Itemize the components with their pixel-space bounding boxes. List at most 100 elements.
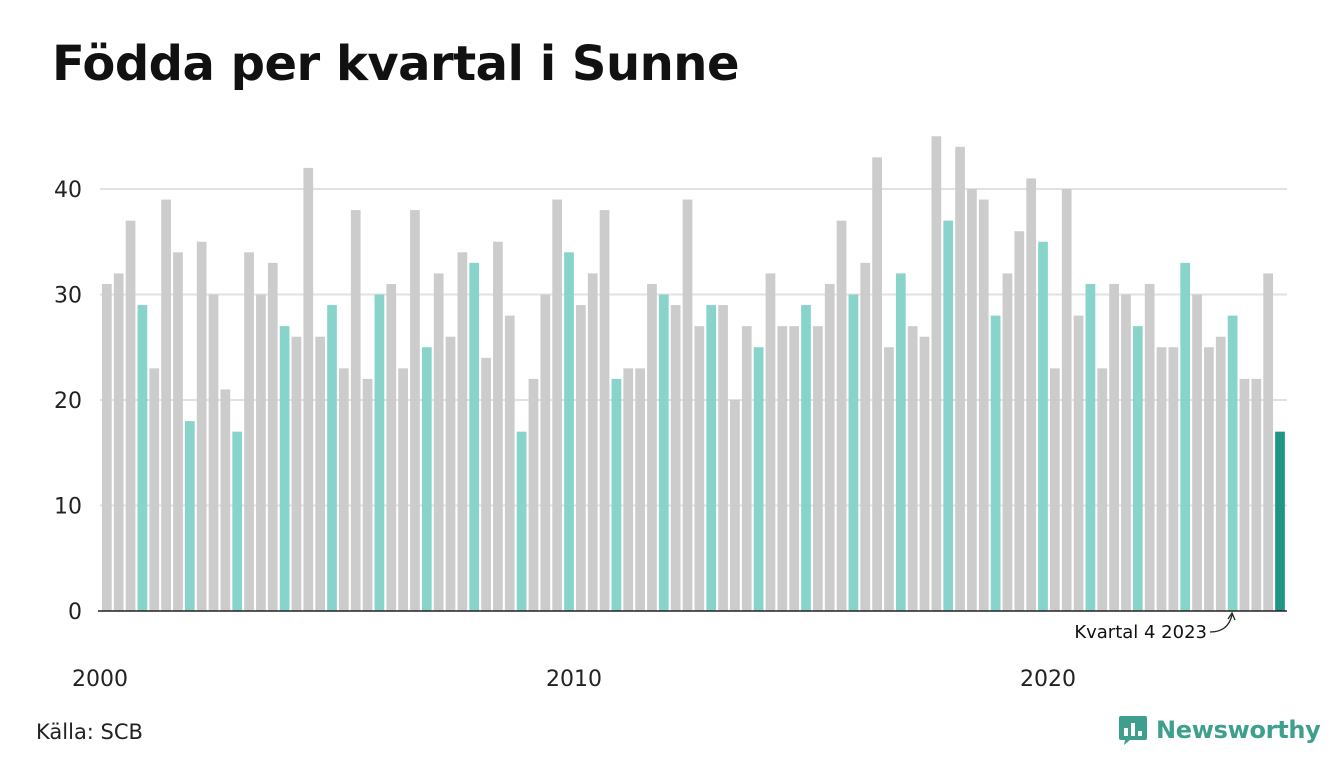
x-tick-label: 2000 [72,667,128,692]
bars [102,136,1285,612]
bar [753,347,764,611]
x-tick-label: 2020 [1020,667,1076,692]
bar [410,210,420,611]
bar [670,305,681,611]
bar [481,357,491,611]
brand-logo: Newsworthy [1118,714,1321,746]
bar [967,189,977,611]
bar [682,199,693,612]
bar [528,378,539,611]
bar [362,378,373,611]
bar [647,283,657,611]
bar [623,368,634,611]
bar [184,421,195,611]
bar [374,294,385,611]
bar [244,252,254,612]
x-tick-label: 2010 [546,667,602,692]
bar [587,273,598,611]
bar [694,326,705,611]
bar [1251,378,1262,611]
bar [173,252,183,612]
annotation-arrow [1209,614,1233,633]
bar [789,326,800,611]
bar [635,368,645,611]
bar [1073,315,1084,611]
bar [1180,262,1191,611]
bar [1215,336,1226,611]
y-tick-label: 40 [54,178,82,203]
bar [339,368,349,611]
bar [706,305,717,611]
bar [457,252,468,612]
y-axis: 0 10 20 30 40 [54,178,82,625]
bar [232,431,243,611]
bar [1038,241,1048,611]
bar [801,305,811,611]
bar [813,326,823,611]
bar [1144,283,1155,611]
x-axis: 2000 2010 2020 [72,610,1287,692]
bar [1097,368,1108,611]
bar [137,305,148,611]
bar [493,241,503,611]
bar [765,273,776,611]
bar [433,273,444,611]
bar [824,283,835,611]
bar [990,315,1001,611]
bar [445,336,456,611]
brand-name: Newsworthy [1156,716,1321,744]
bar [279,326,290,611]
bar [1121,294,1131,611]
bar [516,431,527,611]
bar [931,136,942,611]
bar [599,210,610,611]
y-tick-label: 30 [54,284,82,309]
bar [1156,347,1167,611]
bar [1109,283,1119,611]
bar [161,199,171,612]
bar [718,305,728,611]
y-tick-label: 20 [54,389,82,414]
newsworthy-logo-icon [1119,716,1147,745]
bar [836,220,847,611]
bar [1239,378,1250,611]
bar [350,210,361,611]
bar [256,294,266,611]
bar [1085,283,1096,611]
bar [1192,294,1202,611]
bar [267,262,278,611]
bar [611,378,622,611]
bar [540,294,551,611]
bar [1026,178,1037,611]
bar [1061,189,1072,611]
bar [564,252,574,612]
bar [955,146,965,612]
y-tick-label: 0 [68,600,82,625]
bar [291,336,302,611]
bar [1168,347,1179,611]
bar [1204,347,1214,611]
bar [1263,273,1274,611]
bar [327,305,337,611]
bar [576,305,586,611]
bar [1227,315,1238,611]
bar [102,283,112,611]
bar [777,326,788,611]
bar [860,262,871,611]
bar [978,199,989,612]
bar [149,368,160,611]
bar [1014,231,1025,611]
bar [125,220,136,611]
bar [315,336,326,611]
bar [552,199,563,612]
annotation: Kvartal 4 2023 [1074,611,1236,643]
bar [907,326,918,611]
bar [943,220,954,611]
bar [113,273,124,611]
bar [848,294,859,611]
source-note: Källa: SCB [36,720,143,744]
bar [1275,431,1285,611]
bar [1050,368,1060,611]
grid-lines [100,188,1287,507]
bar [504,315,515,611]
